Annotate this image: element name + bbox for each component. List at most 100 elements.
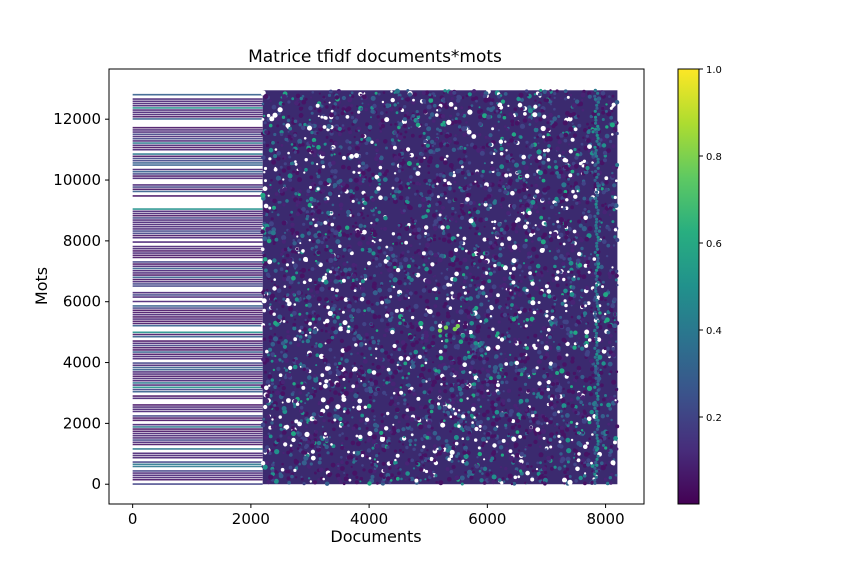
scatter-point	[340, 423, 343, 426]
scatter-point	[383, 477, 385, 479]
scatter-point	[356, 105, 358, 107]
scatter-point	[529, 444, 532, 447]
scatter-point	[349, 388, 354, 393]
scatter-point	[563, 482, 565, 484]
scatter-point	[458, 409, 460, 411]
scatter-point	[518, 425, 522, 429]
scatter-point	[471, 383, 474, 386]
scatter-point	[609, 214, 612, 217]
scatter-point	[294, 101, 299, 106]
scatter-point	[261, 229, 265, 233]
scatter-point	[286, 254, 290, 258]
scatter-point	[478, 115, 482, 119]
scatter-point	[417, 376, 419, 378]
scatter-point	[521, 213, 523, 215]
scatter-point	[448, 365, 451, 368]
scatter-point	[492, 443, 496, 447]
scatter-point	[481, 437, 486, 442]
scatter-point	[375, 175, 379, 179]
scatter-point	[268, 157, 271, 160]
scatter-point	[296, 200, 299, 203]
scatter-point	[476, 277, 479, 280]
scatter-point	[569, 261, 574, 266]
scatter-point	[333, 320, 337, 324]
scatter-point	[447, 333, 452, 338]
scatter-point	[269, 184, 271, 186]
scatter-point	[312, 387, 314, 389]
scatter-point	[508, 112, 512, 116]
scatter-point	[409, 443, 412, 446]
scatter-point	[436, 448, 438, 450]
scatter-point	[526, 389, 530, 393]
scatter-point	[435, 138, 438, 141]
scatter-point	[268, 214, 270, 216]
scatter-point	[520, 452, 525, 457]
scatter-point	[585, 404, 587, 406]
scatter-point	[366, 427, 369, 430]
scatter-point	[418, 424, 423, 429]
scatter-point	[514, 163, 519, 168]
scatter-point	[420, 437, 423, 440]
scatter-point	[549, 286, 551, 288]
scatter-point	[577, 261, 580, 264]
scatter-point	[580, 238, 584, 242]
scatter-point	[489, 276, 491, 278]
scatter-point	[451, 207, 454, 210]
scatter-point	[580, 247, 583, 250]
scatter-point	[282, 103, 285, 106]
scatter-point	[516, 412, 520, 416]
scatter-point	[525, 89, 528, 92]
scatter-point	[323, 221, 327, 225]
scatter-point	[366, 241, 370, 245]
scatter-point	[360, 276, 363, 279]
scatter-point	[577, 277, 580, 280]
scatter-point	[403, 270, 405, 272]
scatter-point	[390, 312, 394, 316]
scatter-point	[600, 221, 602, 223]
scatter-point	[321, 397, 326, 402]
scatter-point	[425, 279, 430, 284]
scatter-point	[318, 454, 321, 457]
scatter-point	[468, 384, 470, 386]
scatter-point	[412, 392, 416, 396]
scatter-point	[525, 324, 528, 327]
scatter-point	[305, 319, 307, 321]
scatter-point	[362, 102, 364, 104]
scatter-point	[457, 360, 462, 365]
scatter-point	[504, 174, 508, 178]
scatter-point	[290, 223, 294, 227]
scatter-point	[481, 280, 486, 285]
scatter-point	[531, 143, 535, 147]
scatter-point	[269, 148, 274, 153]
scatter-point	[502, 439, 506, 443]
scatter-point	[352, 337, 356, 341]
scatter-point	[317, 187, 320, 190]
scatter-point	[448, 356, 453, 361]
scatter-point	[509, 449, 513, 453]
scatter-point	[344, 447, 346, 449]
scatter-point	[305, 158, 308, 161]
scatter-point	[310, 131, 314, 135]
scatter-point	[446, 293, 449, 296]
scatter-point	[492, 106, 496, 110]
scatter-point	[564, 304, 568, 308]
scatter-point	[406, 403, 409, 406]
scatter-point	[339, 282, 341, 284]
scatter-point	[489, 376, 493, 380]
scatter-point	[285, 425, 289, 429]
scatter-point	[615, 424, 619, 428]
scatter-point	[328, 371, 332, 375]
scatter-point	[414, 193, 417, 196]
scatter-point	[418, 166, 420, 168]
scatter-point	[549, 237, 554, 242]
scatter-point	[483, 425, 488, 430]
scatter-point	[533, 205, 538, 210]
scatter-point	[545, 314, 548, 317]
scatter-point	[415, 157, 418, 160]
scatter-point	[553, 341, 555, 343]
scatter-point	[524, 165, 529, 170]
scatter-point	[329, 348, 333, 352]
scatter-point	[416, 417, 420, 421]
scatter-point	[536, 366, 539, 369]
scatter-point	[279, 424, 282, 427]
